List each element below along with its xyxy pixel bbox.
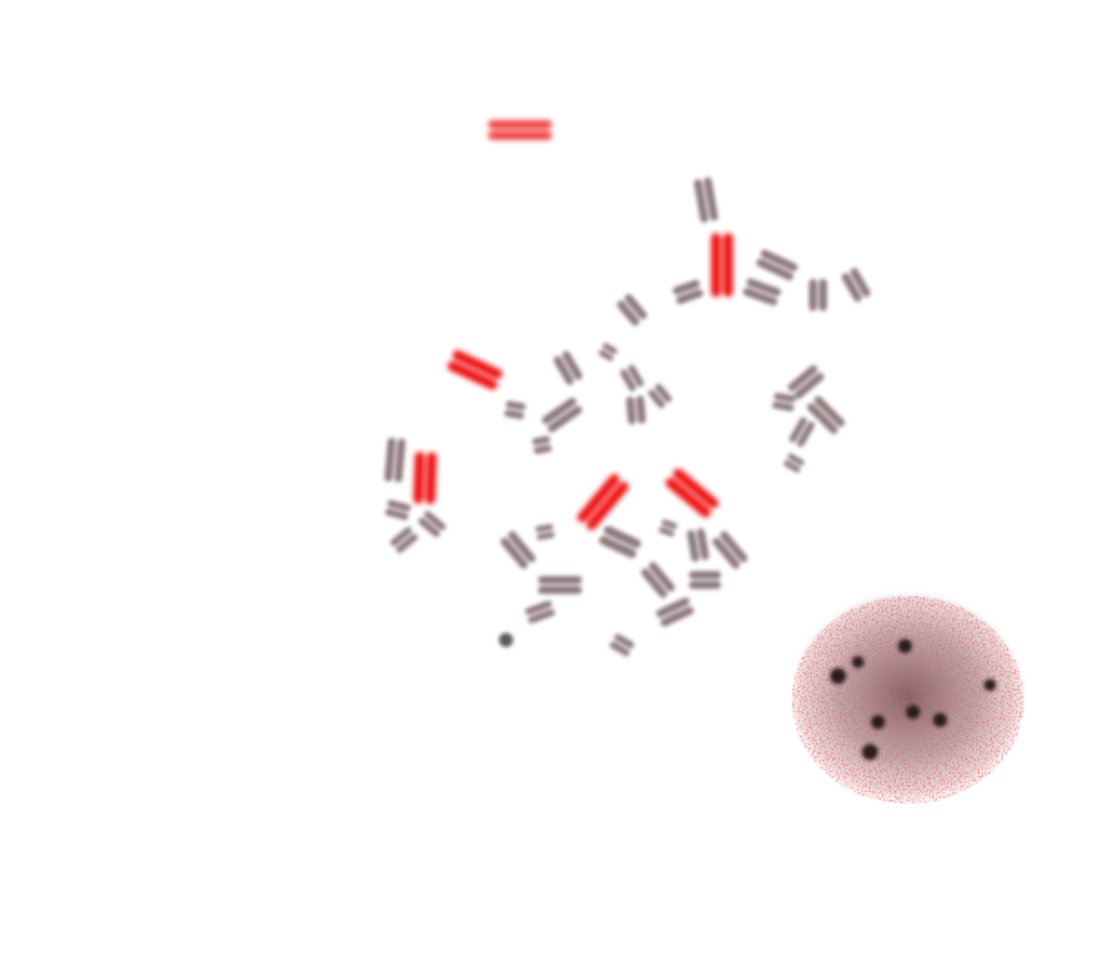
chromosome bbox=[385, 499, 411, 521]
red-chromosomes bbox=[413, 120, 733, 531]
chromosome bbox=[641, 562, 675, 598]
spot bbox=[852, 656, 864, 668]
spot bbox=[898, 639, 912, 653]
chromosome bbox=[772, 392, 796, 412]
spot bbox=[984, 679, 996, 691]
chromosome bbox=[390, 526, 418, 554]
chromosome bbox=[488, 120, 552, 140]
chromosome bbox=[807, 396, 845, 434]
chromosome bbox=[447, 350, 503, 390]
chromosome bbox=[532, 436, 552, 454]
spot bbox=[933, 713, 947, 727]
chromosome bbox=[711, 233, 733, 297]
chromosome bbox=[783, 453, 805, 473]
fragment bbox=[499, 633, 513, 647]
chromosome bbox=[665, 468, 719, 518]
chromosome bbox=[789, 417, 815, 447]
chromosome bbox=[384, 437, 406, 483]
chromosome bbox=[672, 279, 704, 305]
chromosome bbox=[841, 268, 871, 302]
chromosome bbox=[413, 451, 437, 505]
spot bbox=[871, 715, 885, 729]
chromosome bbox=[626, 395, 646, 425]
chromosome bbox=[535, 524, 555, 540]
nucleus-spots bbox=[830, 639, 996, 760]
spot bbox=[862, 744, 878, 760]
chromosome bbox=[756, 249, 798, 281]
chromosome bbox=[712, 531, 748, 569]
chromosome bbox=[553, 351, 583, 385]
chromosome bbox=[693, 177, 719, 223]
chromosome bbox=[617, 294, 647, 326]
chromosome bbox=[500, 531, 536, 569]
chromosome bbox=[418, 510, 446, 538]
gray-chromosomes bbox=[384, 177, 871, 657]
chromosome bbox=[538, 576, 582, 594]
chromosome bbox=[788, 365, 824, 399]
chromosome bbox=[598, 343, 618, 361]
chromosome bbox=[743, 278, 781, 306]
chromosome bbox=[686, 528, 710, 562]
chromosome bbox=[542, 397, 582, 433]
chromosome bbox=[656, 597, 694, 627]
chromosome bbox=[599, 525, 641, 559]
chromosome bbox=[504, 400, 526, 420]
spot bbox=[906, 705, 920, 719]
chromosome bbox=[525, 600, 555, 624]
chromosome bbox=[609, 633, 635, 657]
nucleus-speckle bbox=[792, 596, 1024, 804]
chromosome bbox=[620, 364, 644, 392]
nucleus bbox=[788, 592, 1028, 808]
chromosome bbox=[809, 279, 827, 311]
chromosome bbox=[658, 519, 678, 537]
spot bbox=[830, 668, 846, 684]
chromosome bbox=[577, 473, 629, 531]
chromosome bbox=[689, 571, 721, 589]
chromosome bbox=[648, 383, 672, 409]
